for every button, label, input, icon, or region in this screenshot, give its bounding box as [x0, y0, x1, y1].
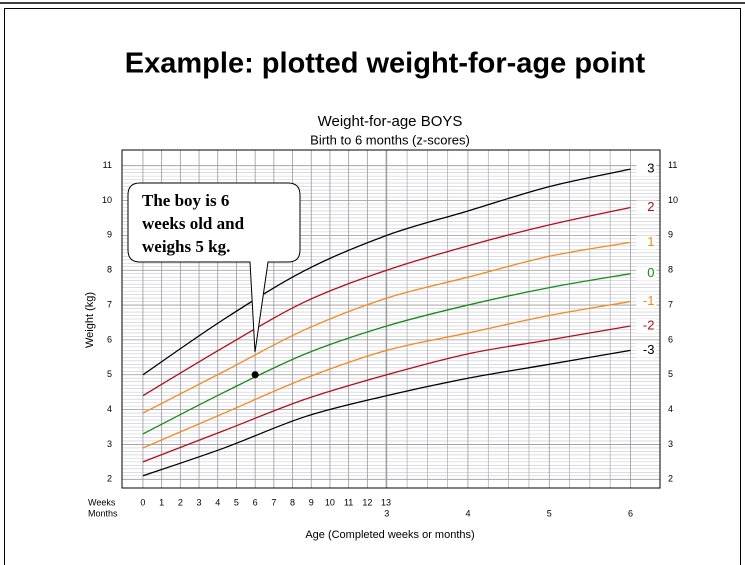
x-tick-label: 13	[381, 497, 391, 507]
y-tick-label: 6	[107, 334, 112, 344]
x-tick-label-month: 6	[628, 508, 633, 518]
x-tick-label: 9	[309, 497, 314, 507]
series-label: 1	[647, 234, 654, 249]
y-tick-label-right: 6	[668, 334, 673, 344]
x-tick-label: 2	[178, 497, 183, 507]
x-tick-label-month: 4	[465, 508, 470, 518]
y-axis-label: Weight (kg)	[84, 292, 96, 348]
x-tick-label: 3	[197, 497, 202, 507]
z-score-line	[142, 349, 631, 477]
series-label: -3	[643, 342, 655, 357]
y-tick-label-right: 9	[668, 230, 673, 240]
y-tick-label-right: 4	[668, 404, 673, 414]
callout-text: The boy is 6	[142, 191, 229, 210]
y-tick-label-right: 8	[668, 265, 673, 275]
plot-frame	[121, 149, 661, 489]
series-label-bg	[636, 200, 657, 215]
series-label-bg	[636, 318, 657, 333]
x-tick-label: 12	[362, 497, 372, 507]
x-tick-label: 4	[215, 497, 220, 507]
x-tick-label: 10	[325, 497, 335, 507]
callout-text: weighs 5 kg.	[142, 237, 230, 256]
series-label: -2	[643, 317, 655, 332]
x-tick-label: 1	[159, 497, 164, 507]
series-label-bg	[636, 162, 657, 177]
y-tick-label-right: 5	[668, 369, 673, 379]
y-tick-label: 3	[107, 439, 112, 449]
x-tick-label: 8	[290, 497, 295, 507]
series-label-bg	[636, 266, 657, 281]
y-tick-label-right: 3	[668, 439, 673, 449]
slide-title: Example: plotted weight-for-age point	[125, 48, 646, 80]
series-label: -1	[643, 293, 655, 308]
series-label: 3	[647, 161, 654, 176]
z-score-line	[142, 168, 631, 376]
y-tick-label-right: 10	[668, 195, 678, 205]
plotted-point	[251, 371, 259, 379]
slide-frame	[4, 8, 741, 565]
weeks-label: Weeks	[88, 497, 116, 507]
x-tick-label: 7	[271, 497, 276, 507]
callout-bubble	[127, 182, 301, 353]
series-label: 0	[647, 265, 654, 280]
y-tick-label-right: 11	[668, 160, 677, 170]
curves	[142, 168, 631, 477]
x-axis-label: Age (Completed weeks or months)	[305, 529, 474, 541]
callout-text: weeks old and	[142, 214, 245, 233]
series-label-bg	[636, 343, 657, 358]
months-label: Months	[88, 508, 118, 518]
y-tick-label: 5	[107, 369, 112, 379]
x-tick-label: 6	[253, 497, 258, 507]
z-score-line	[142, 206, 631, 397]
series-label-bg	[636, 235, 657, 250]
x-tick-label: 5	[234, 497, 239, 507]
z-score-line	[142, 325, 631, 463]
y-tick-label: 10	[102, 195, 112, 205]
y-tick-label: 11	[103, 160, 112, 170]
x-tick-label-month: 3	[384, 508, 389, 518]
y-tick-label-right: 2	[668, 474, 673, 484]
y-tick-label: 2	[107, 474, 112, 484]
chart-title: Weight-for-age BOYS	[318, 113, 463, 130]
y-tick-label: 4	[107, 404, 112, 414]
series-label: 2	[647, 199, 654, 214]
x-tick-label: 0	[140, 497, 145, 507]
y-tick-label: 8	[107, 265, 112, 275]
x-tick-label-month: 5	[547, 508, 552, 518]
z-score-line	[142, 273, 631, 435]
y-tick-label-right: 7	[668, 299, 673, 309]
y-tick-label: 7	[107, 299, 112, 309]
z-score-line	[142, 300, 631, 449]
series-label-bg	[636, 294, 657, 309]
z-score-line	[142, 241, 631, 414]
x-tick-label: 11	[344, 497, 353, 507]
y-tick-label: 9	[107, 230, 112, 240]
chart-subtitle: Birth to 6 months (z-scores)	[310, 132, 470, 147]
